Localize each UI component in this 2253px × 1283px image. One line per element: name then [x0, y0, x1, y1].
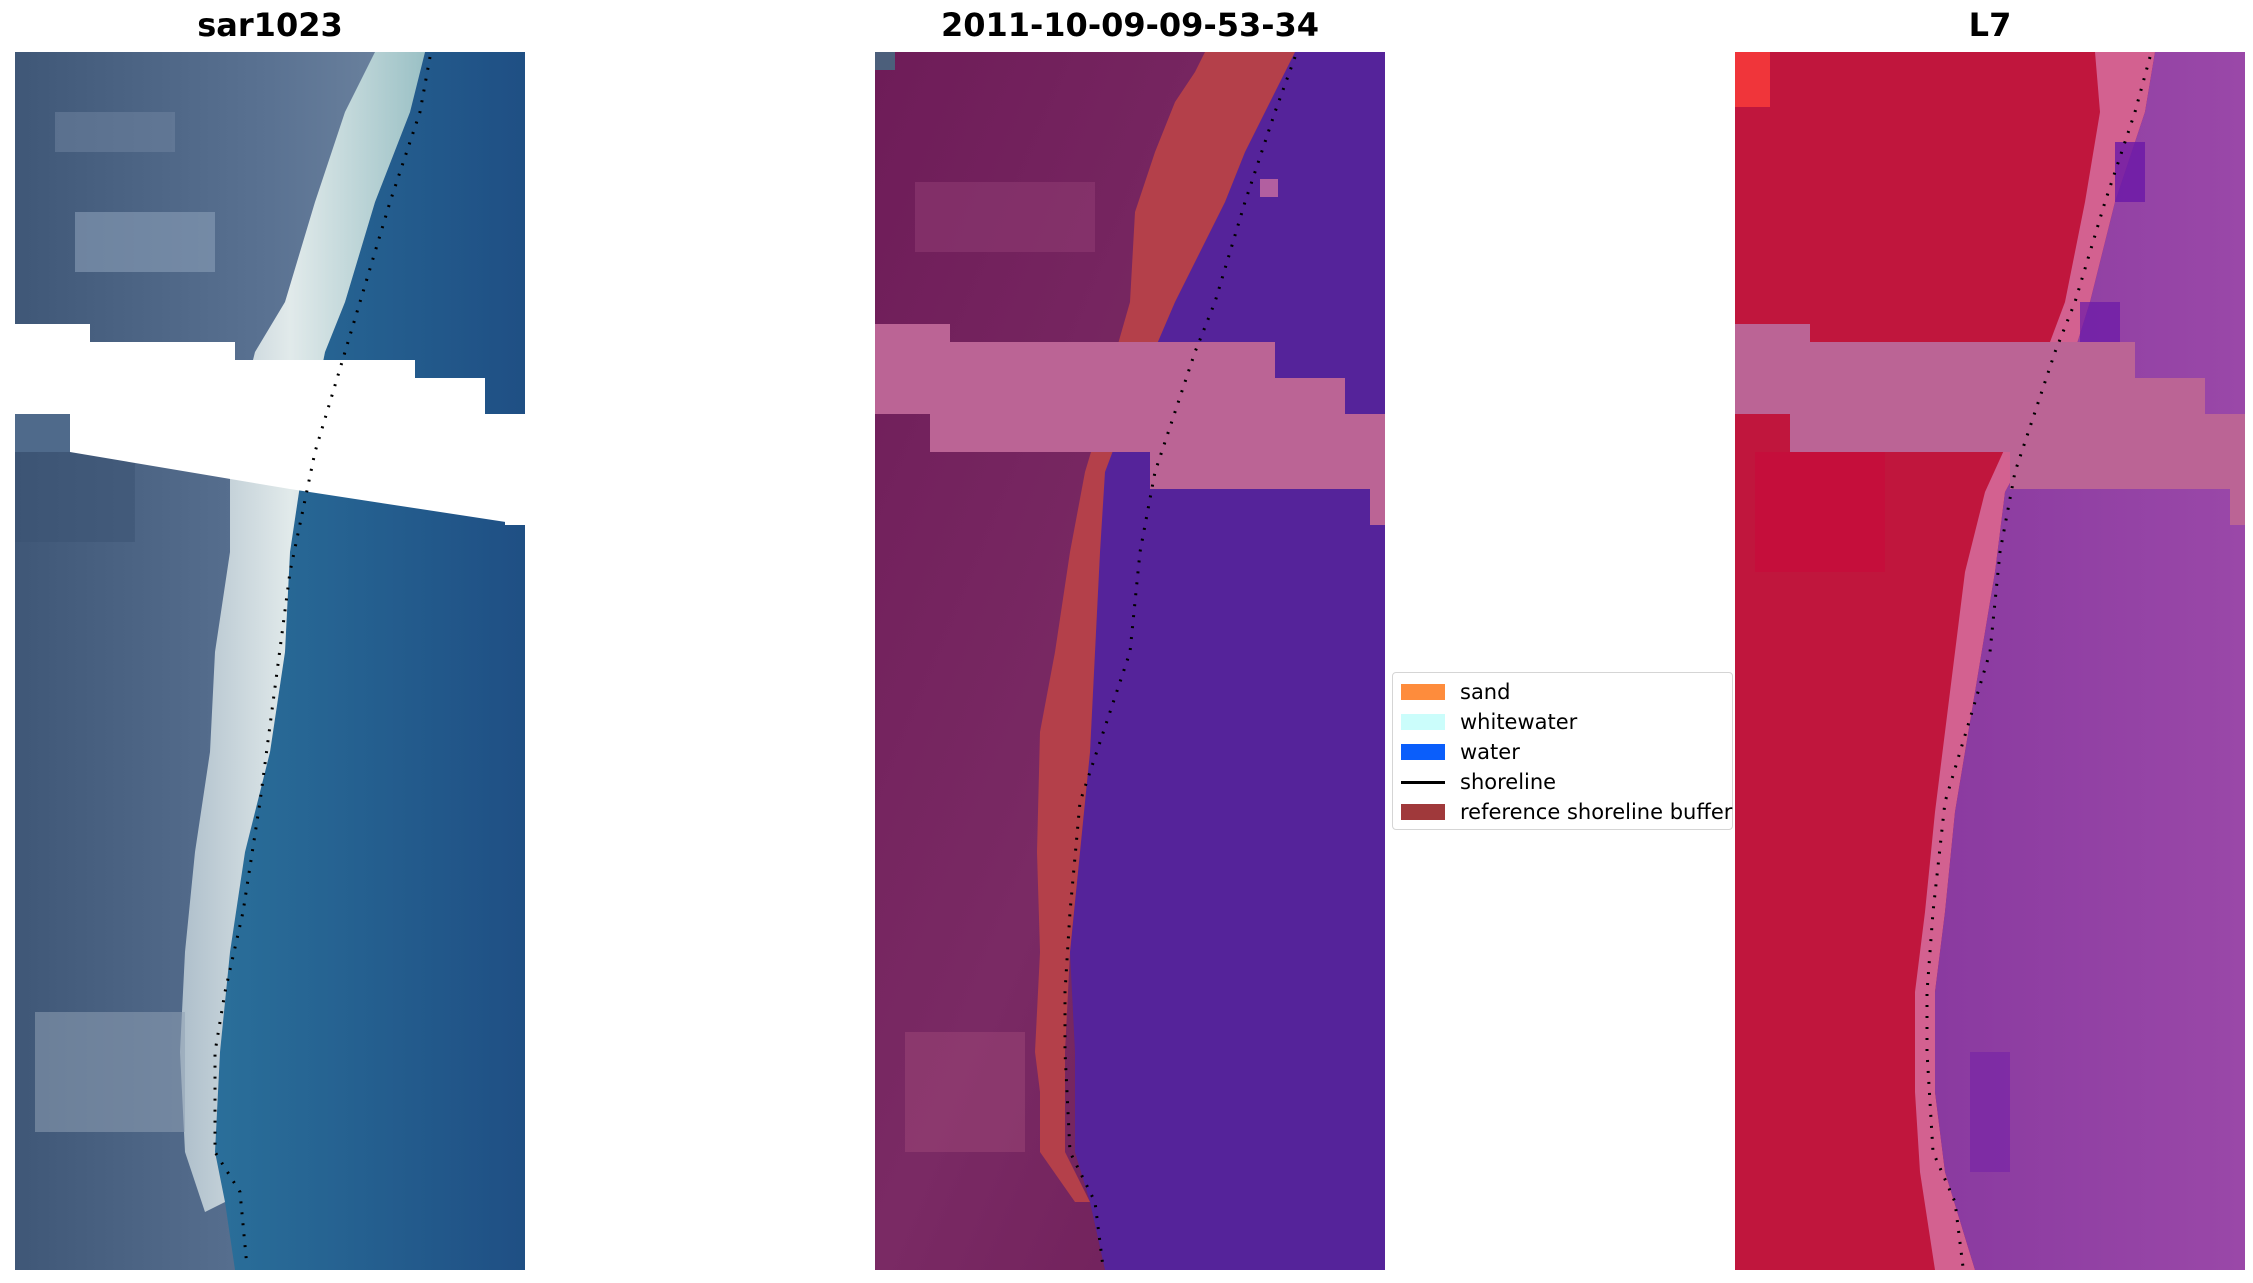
legend-label-reference-buffer: reference shoreline buffer — [1460, 800, 1733, 824]
legend-swatch-water — [1401, 744, 1445, 760]
legend-item-water: water — [1401, 737, 1520, 767]
legend-label-whitewater: whitewater — [1460, 710, 1578, 734]
l7-image — [1735, 52, 2245, 1270]
legend-swatch-sand — [1401, 684, 1445, 700]
l7-image-panel — [1735, 52, 2245, 1270]
legend-label-shoreline: shoreline — [1460, 770, 1557, 794]
legend: sand whitewater water shoreline referenc… — [1392, 672, 1733, 830]
classified-image-panel — [875, 52, 1385, 1270]
panel-title-classified: 2011-10-09-09-53-34 — [940, 6, 1320, 44]
legend-swatch-whitewater — [1401, 714, 1445, 730]
legend-item-sand: sand — [1401, 677, 1510, 707]
rgb-image — [15, 52, 525, 1270]
legend-item-whitewater: whitewater — [1401, 707, 1577, 737]
legend-label-sand: sand — [1460, 680, 1511, 704]
legend-item-reference-buffer: reference shoreline buffer — [1401, 797, 1732, 827]
legend-swatch-reference-buffer — [1401, 804, 1445, 820]
rgb-image-panel — [15, 52, 525, 1270]
panel-title-l7: L7 — [1968, 6, 2012, 44]
classified-image — [875, 52, 1385, 1270]
legend-line-shoreline — [1401, 780, 1445, 784]
legend-item-shoreline: shoreline — [1401, 767, 1556, 797]
legend-label-water: water — [1460, 740, 1520, 764]
panel-title-rgb: sar1023 — [197, 6, 343, 44]
